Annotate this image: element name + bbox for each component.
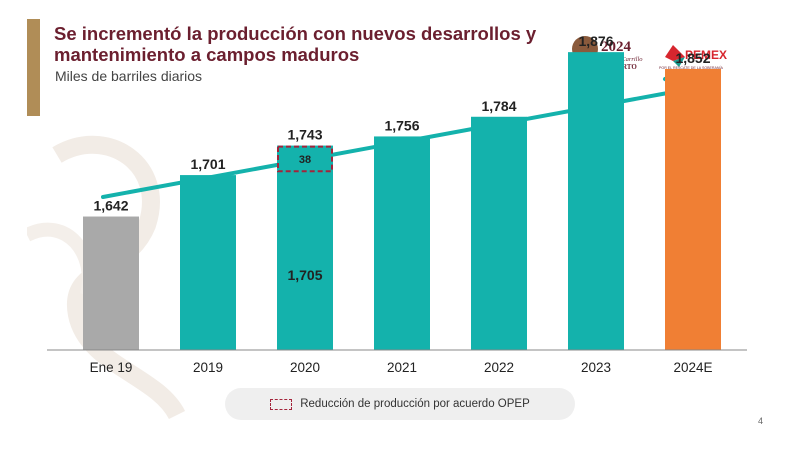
chart-subtitle: Miles de barriles diarios — [55, 68, 203, 84]
x-tick-label: 2021 — [387, 360, 417, 375]
bar-value-label: 1,701 — [190, 156, 225, 172]
bar-reduction-label: 38 — [299, 154, 311, 166]
x-tick-label: Ene 19 — [90, 360, 133, 375]
page-title: Se incrementó la producción con nuevos d… — [54, 23, 537, 65]
bar-reduction-segment — [277, 145, 333, 173]
bar-value-label: 1,784 — [481, 98, 516, 114]
legend-dashed-swatch — [270, 398, 293, 410]
title-accent-bar — [27, 19, 40, 116]
x-tick-label: 2024E — [673, 360, 712, 375]
bar-base-label: 1,705 — [287, 267, 322, 283]
bar-2019 — [180, 175, 236, 350]
production-bar-chart: 1,642 Ene 19 1,701 2019 38 1,705 1,743 2020 1,75… — [47, 33, 747, 375]
bar-2021 — [374, 136, 430, 350]
bar-value-label: 1,852 — [675, 50, 710, 66]
legend-label: Reducción de producción por acuerdo OPEP — [300, 398, 530, 410]
bar-value-label: 1,876 — [578, 33, 613, 49]
x-tick-label: 2022 — [484, 360, 514, 375]
gov-logo-year: 2024 — [601, 39, 632, 55]
bar-value-label: 1,642 — [93, 198, 128, 214]
bar-value-label: 1,756 — [384, 117, 419, 133]
x-tick-label: 2023 — [581, 360, 611, 375]
chart-legend: Reducción de producción por acuerdo OPEP — [225, 388, 575, 420]
pemex-logo: PEMEX POR EL RESCATE DE LA SOBERANÍA — [659, 45, 727, 70]
page-number: 4 — [758, 416, 764, 426]
bar-2024e — [665, 69, 721, 350]
bar-2020 — [277, 145, 333, 350]
slide: Se incrementó la producción con nuevos d… — [27, 15, 773, 433]
x-tick-label: 2019 — [193, 360, 223, 375]
bar-value-label: 1,743 — [287, 127, 322, 143]
pemex-logo-tagline: POR EL RESCATE DE LA SOBERANÍA — [659, 66, 724, 70]
bar-2022 — [471, 116, 527, 351]
bar-ene-19 — [83, 216, 139, 350]
pemex-logo-name: PEMEX — [685, 48, 727, 62]
bar-2023 — [568, 52, 624, 350]
x-tick-label: 2020 — [290, 360, 320, 375]
